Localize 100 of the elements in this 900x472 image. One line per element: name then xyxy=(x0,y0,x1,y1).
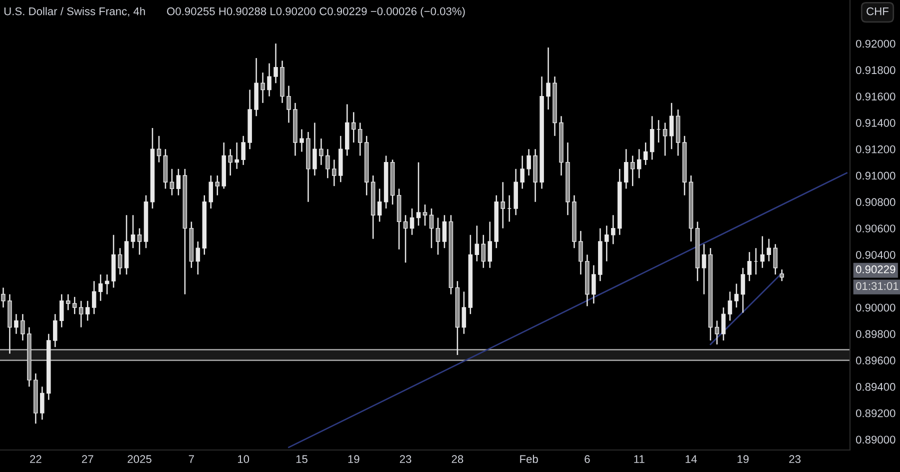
candlestick xyxy=(104,274,110,295)
candlestick xyxy=(734,283,739,308)
y-tick-label: 0.90600 xyxy=(856,224,896,232)
candlestick xyxy=(20,313,25,342)
x-tick-label: 15 xyxy=(296,455,308,464)
candlestick xyxy=(669,102,674,150)
candlestick xyxy=(228,148,232,176)
x-tick-label: 23 xyxy=(789,455,801,464)
y-tick-label: 0.91400 xyxy=(856,118,896,127)
candlestick xyxy=(702,244,706,295)
candlestick xyxy=(176,168,181,196)
x-tick-label: 10 xyxy=(238,455,250,464)
candlestick xyxy=(130,214,136,249)
x-tick-label: 19 xyxy=(348,455,360,464)
candlestick xyxy=(40,386,44,420)
candlestick xyxy=(215,174,220,196)
candlestick xyxy=(520,155,524,190)
text: 0.90229 xyxy=(856,265,896,274)
y-tick-label: 0.89400 xyxy=(856,382,896,391)
candlestick xyxy=(436,217,440,256)
candlestick xyxy=(526,148,531,176)
candlestick xyxy=(766,238,772,262)
x-tick-label: 19 xyxy=(738,455,749,464)
candlestick xyxy=(85,300,90,322)
candlestick xyxy=(462,291,466,334)
y-tick-label: 0.90400 xyxy=(856,250,896,259)
candlestick xyxy=(14,313,18,334)
candlestick xyxy=(332,159,336,187)
y-axis-title: CHF xyxy=(866,7,888,16)
text: O0.90255 H0.90288 L0.90200 C0.90229 −0.00026 (−0.03%) xyxy=(167,7,465,18)
candlestick xyxy=(728,291,732,322)
candlestick xyxy=(592,264,596,304)
candlestick xyxy=(481,234,486,269)
x-tick-label: 7 xyxy=(188,455,194,463)
candlestick xyxy=(422,204,428,226)
candlestick xyxy=(260,72,265,104)
y-tick-label: 0.92000 xyxy=(856,40,896,48)
candlestick xyxy=(611,214,616,245)
x-tick-label: 11 xyxy=(634,455,644,463)
candlestick xyxy=(636,148,642,179)
candlestick xyxy=(267,62,272,97)
candlestick xyxy=(500,181,505,229)
x-tick-label: 2025 xyxy=(128,455,152,464)
candlestick xyxy=(53,313,58,348)
candlestick xyxy=(326,148,330,179)
candlestick xyxy=(170,168,174,196)
y-tick-label: 0.89800 xyxy=(856,330,896,338)
candlestick xyxy=(747,251,752,282)
candlestick xyxy=(312,122,317,176)
candlestick xyxy=(760,236,765,269)
candlestick xyxy=(1,287,6,308)
candlestick xyxy=(358,122,362,156)
candlestick xyxy=(137,228,142,256)
candlestick xyxy=(234,142,239,170)
candlestick xyxy=(98,274,103,302)
candlestick xyxy=(578,230,583,276)
text: 01:31:01 xyxy=(856,282,898,290)
candlestick xyxy=(780,268,784,282)
candlestick xyxy=(643,142,648,166)
y-tick-label: 0.90000 xyxy=(856,304,896,312)
candlestick xyxy=(416,162,421,226)
candlestick xyxy=(604,225,609,262)
candlestick xyxy=(78,300,84,328)
candlestick xyxy=(196,240,200,276)
candlestick xyxy=(60,294,64,328)
candlestick xyxy=(721,306,726,342)
candlestick xyxy=(662,122,668,156)
candlestick xyxy=(474,225,480,262)
candlestick xyxy=(773,244,778,276)
candlestick xyxy=(274,42,278,84)
y-tick-label: 0.90800 xyxy=(856,198,896,206)
candlestick xyxy=(319,138,324,166)
x-tick-label: 27 xyxy=(82,455,94,463)
x-tick-label: 23 xyxy=(400,455,412,464)
candlestick xyxy=(156,135,162,163)
y-tick-label: 0.89000 xyxy=(856,436,896,444)
candlestick xyxy=(650,116,654,160)
x-tick-label: 6 xyxy=(584,455,590,464)
candlestick xyxy=(630,155,635,187)
y-tick-label: 0.91800 xyxy=(856,66,896,74)
candlestick xyxy=(286,85,291,124)
candlestick xyxy=(546,46,550,110)
candlestick xyxy=(300,128,304,152)
candlestick xyxy=(118,247,122,276)
x-tick-label: 22 xyxy=(30,455,42,463)
y-tick-label: 0.91200 xyxy=(856,145,896,154)
candlestick xyxy=(351,112,356,144)
candlestick xyxy=(241,135,246,166)
candlestick xyxy=(740,267,746,314)
text: U.S. Dollar / Swiss Franc, 4h xyxy=(4,7,145,17)
candlestick xyxy=(488,221,492,269)
candlestick xyxy=(403,214,408,264)
y-tick-label: 0.91000 xyxy=(856,172,896,180)
candlestick xyxy=(72,296,77,315)
y-tick-label: 0.89200 xyxy=(856,409,896,418)
candlestick xyxy=(410,208,414,236)
x-tick-label: 14 xyxy=(686,455,697,463)
candlestick xyxy=(429,208,434,249)
candlestick xyxy=(377,188,382,222)
candlestick xyxy=(92,280,96,315)
